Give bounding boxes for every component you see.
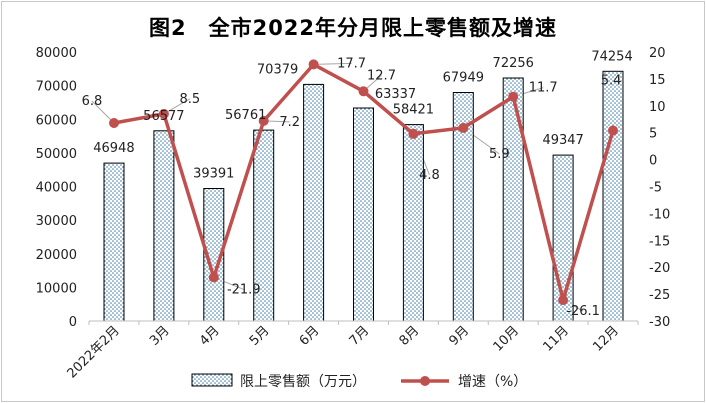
growth-point xyxy=(608,125,618,136)
bar-value-label: 56577 xyxy=(143,109,184,124)
growth-point xyxy=(208,272,219,283)
bar-value-label: 74254 xyxy=(591,49,632,64)
growth-point xyxy=(258,115,269,126)
axes: 0 10000 20000 30000 40000 50000 60000 70000 8000… xyxy=(36,46,671,381)
y-left-tick-label: 80000 xyxy=(36,46,77,61)
y-right-tick-label: -15 xyxy=(649,234,670,249)
bar-value-label: 39391 xyxy=(193,167,234,182)
x-tick-label: 8月 xyxy=(397,323,423,349)
growth-point xyxy=(558,295,569,305)
x-tick-label: 3月 xyxy=(147,323,173,349)
growth-value-label: -26.1 xyxy=(566,304,600,319)
bar xyxy=(153,130,175,322)
growth-point xyxy=(508,91,519,102)
legend-line-marker xyxy=(420,376,430,386)
bar-value-label: 56761 xyxy=(225,108,266,123)
bar-value-label: 58421 xyxy=(393,103,434,118)
x-tick-label: 2022年2月 xyxy=(65,323,123,381)
growth-point xyxy=(109,118,119,128)
growth-value-label: 12.7 xyxy=(367,68,396,83)
bar xyxy=(103,162,125,322)
growth-value-label: 8.5 xyxy=(180,92,201,107)
y-left-tick-label: 60000 xyxy=(36,113,77,128)
growth-point xyxy=(408,128,419,139)
growth-value-label: 11.7 xyxy=(529,81,558,96)
y-left-tick-label: 0 xyxy=(69,315,77,330)
y-left-tick-label: 50000 xyxy=(36,147,77,162)
bar xyxy=(502,77,524,322)
leader-line xyxy=(313,62,352,65)
x-tick-label: 5月 xyxy=(247,323,273,349)
x-tick-label: 4月 xyxy=(197,323,223,349)
legend-line-label: 增速（%） xyxy=(458,374,527,390)
growth-value-label: 7.2 xyxy=(279,115,300,130)
legend: 限上零售额（万元） 增速（%） xyxy=(191,373,527,390)
bar xyxy=(353,107,374,322)
growth-point xyxy=(358,86,369,97)
legend-bar-label: 限上零售额（万元） xyxy=(240,374,366,390)
growth-point xyxy=(158,108,169,119)
growth-value-label: 4.8 xyxy=(419,168,440,183)
bar-value-label: 49347 xyxy=(542,133,583,148)
y-right-tick-label: 15 xyxy=(649,73,666,88)
x-tick-label: 11月 xyxy=(540,323,571,354)
y-right-tick-label: -5 xyxy=(649,181,662,196)
growth-point xyxy=(458,122,469,133)
growth-line-series xyxy=(109,59,618,305)
bar-value-label: 67949 xyxy=(443,71,484,86)
x-tick-label: 9月 xyxy=(446,323,472,349)
chart-title: 图2 全市2022年分月限上零售额及增速 xyxy=(148,16,558,40)
x-tick-label: 10月 xyxy=(491,323,522,354)
growth-value-label: 5.9 xyxy=(489,147,510,162)
x-tick-label: 6月 xyxy=(297,323,323,349)
y-right-tick-label: -10 xyxy=(649,207,670,222)
y-right-tick-label: -30 xyxy=(649,315,670,330)
y-left-tick-label: 10000 xyxy=(36,281,77,296)
legend-bar-swatch xyxy=(191,373,233,387)
growth-value-label: 17.7 xyxy=(337,56,366,71)
y-right-tick-label: 20 xyxy=(649,46,666,61)
x-tick-label: 12月 xyxy=(590,323,621,354)
y-left-tick-label: 70000 xyxy=(36,80,77,95)
bar-value-label: 70379 xyxy=(257,62,298,77)
x-tick-label: 7月 xyxy=(347,323,373,349)
growth-point xyxy=(308,59,319,70)
y-right-tick-label: 0 xyxy=(649,154,657,169)
bar xyxy=(402,124,424,322)
leader-line xyxy=(91,100,115,124)
y-right-tick-label: -20 xyxy=(649,261,670,276)
growth-value-label: 6.8 xyxy=(82,94,103,109)
growth-value-label: -21.9 xyxy=(227,282,261,297)
y-right-tick-label: 5 xyxy=(649,127,657,142)
bar-value-label: 63337 xyxy=(375,87,416,102)
bar-value-label: 46948 xyxy=(93,141,134,156)
growth-value-label: 5.4 xyxy=(601,74,622,89)
y-left-tick-label: 20000 xyxy=(36,248,77,263)
y-left-tick-label: 40000 xyxy=(36,181,77,196)
bar xyxy=(303,83,325,322)
y-right-tick-label: 10 xyxy=(649,100,666,115)
y-right-tick-label: -25 xyxy=(649,288,670,303)
bar-value-label: 72256 xyxy=(493,56,534,71)
y-left-tick-label: 30000 xyxy=(36,214,77,229)
bar xyxy=(602,70,624,322)
